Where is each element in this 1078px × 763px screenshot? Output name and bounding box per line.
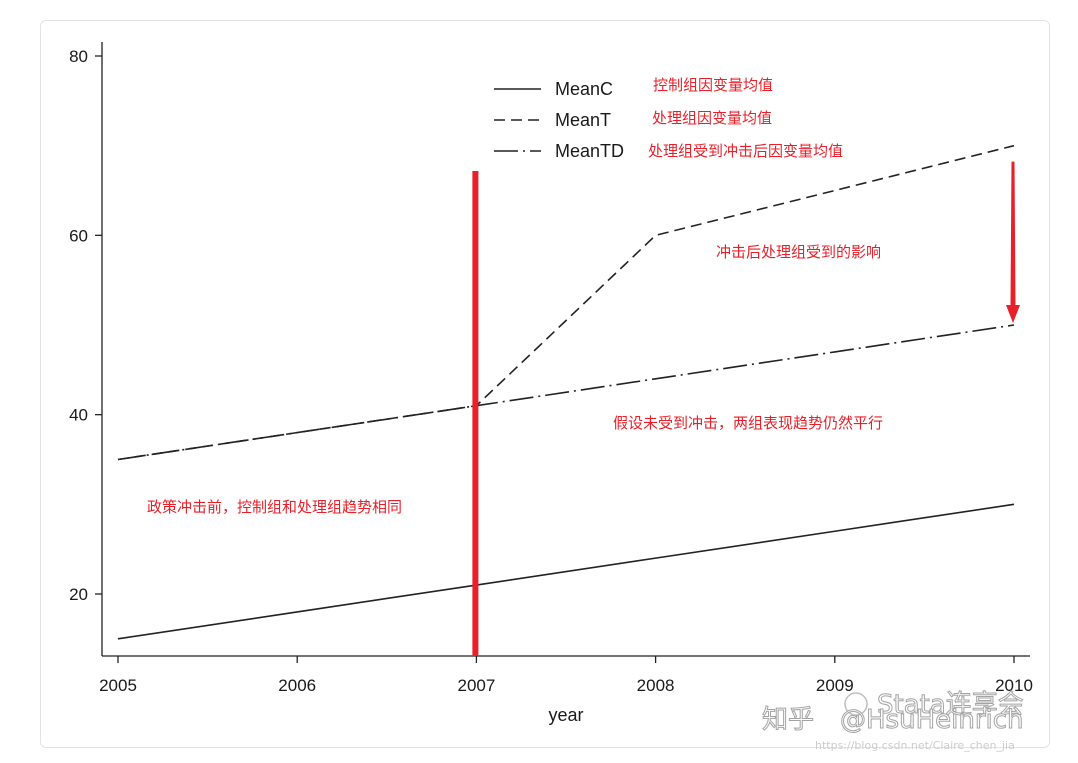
x-tick-label: 2006 xyxy=(278,676,316,695)
legend-note-meantd: 处理组受到冲击后因变量均值 xyxy=(648,142,843,160)
legend-label-meanc: MeanC xyxy=(555,79,613,99)
y-ticks: 20 40 60 80 xyxy=(69,47,102,604)
x-tick-label: 2008 xyxy=(637,676,675,695)
y-tick-label: 20 xyxy=(69,585,88,604)
x-tick-label: 2007 xyxy=(457,676,495,695)
legend-label-meantd: MeanTD xyxy=(555,141,624,161)
x-ticks: 2005 2006 2007 2008 2009 2010 xyxy=(99,656,1033,695)
series-layer xyxy=(117,144,1015,640)
y-tick-label: 40 xyxy=(69,406,88,425)
impact-arrow xyxy=(1006,161,1020,323)
watermark: Stata连享会 知乎 @HsuHeinrich https://blog.cs… xyxy=(762,690,1025,753)
legend-item-meant: MeanT 处理组因变量均值 xyxy=(494,109,772,130)
legend-note-meanc: 控制组因变量均值 xyxy=(653,76,773,94)
annotation-pre-shock: 政策冲击前，控制组和处理组趋势相同 xyxy=(147,498,402,516)
y-tick-label: 60 xyxy=(69,226,88,245)
chart-card xyxy=(40,20,1050,748)
series-line-meantd xyxy=(117,324,1015,461)
series-line-meanc xyxy=(117,503,1015,640)
x-tick-label: 2009 xyxy=(816,676,854,695)
watermark-account: Stata连享会 xyxy=(877,690,1024,720)
watermark-handle: @HsuHeinrich xyxy=(840,705,1024,735)
annotation-impact: 冲击后处理组受到的影响 xyxy=(716,243,881,261)
watermark-brand: 知乎 xyxy=(762,705,814,735)
annotation-parallel-assumption: 假设未受到冲击，两组表现趋势仍然平行 xyxy=(613,414,883,432)
legend-item-meanc: MeanC 控制组因变量均值 xyxy=(494,76,773,99)
x-axis-title: year xyxy=(548,705,583,725)
x-tick-label: 2010 xyxy=(995,676,1033,695)
series-line-meant xyxy=(117,144,1015,461)
legend: MeanC 控制组因变量均值 MeanT 处理组因变量均值 MeanTD 处理组… xyxy=(494,76,843,161)
legend-label-meant: MeanT xyxy=(555,110,611,130)
watermark-url: https://blog.csdn.net/Claire_chen_jia xyxy=(815,739,1015,752)
arrow-shape xyxy=(1006,161,1020,323)
legend-item-meantd: MeanTD 处理组受到冲击后因变量均值 xyxy=(494,141,843,161)
legend-note-meant: 处理组因变量均值 xyxy=(652,109,772,127)
y-tick-label: 80 xyxy=(69,47,88,66)
wechat-icon xyxy=(844,692,868,716)
x-tick-label: 2005 xyxy=(99,676,137,695)
